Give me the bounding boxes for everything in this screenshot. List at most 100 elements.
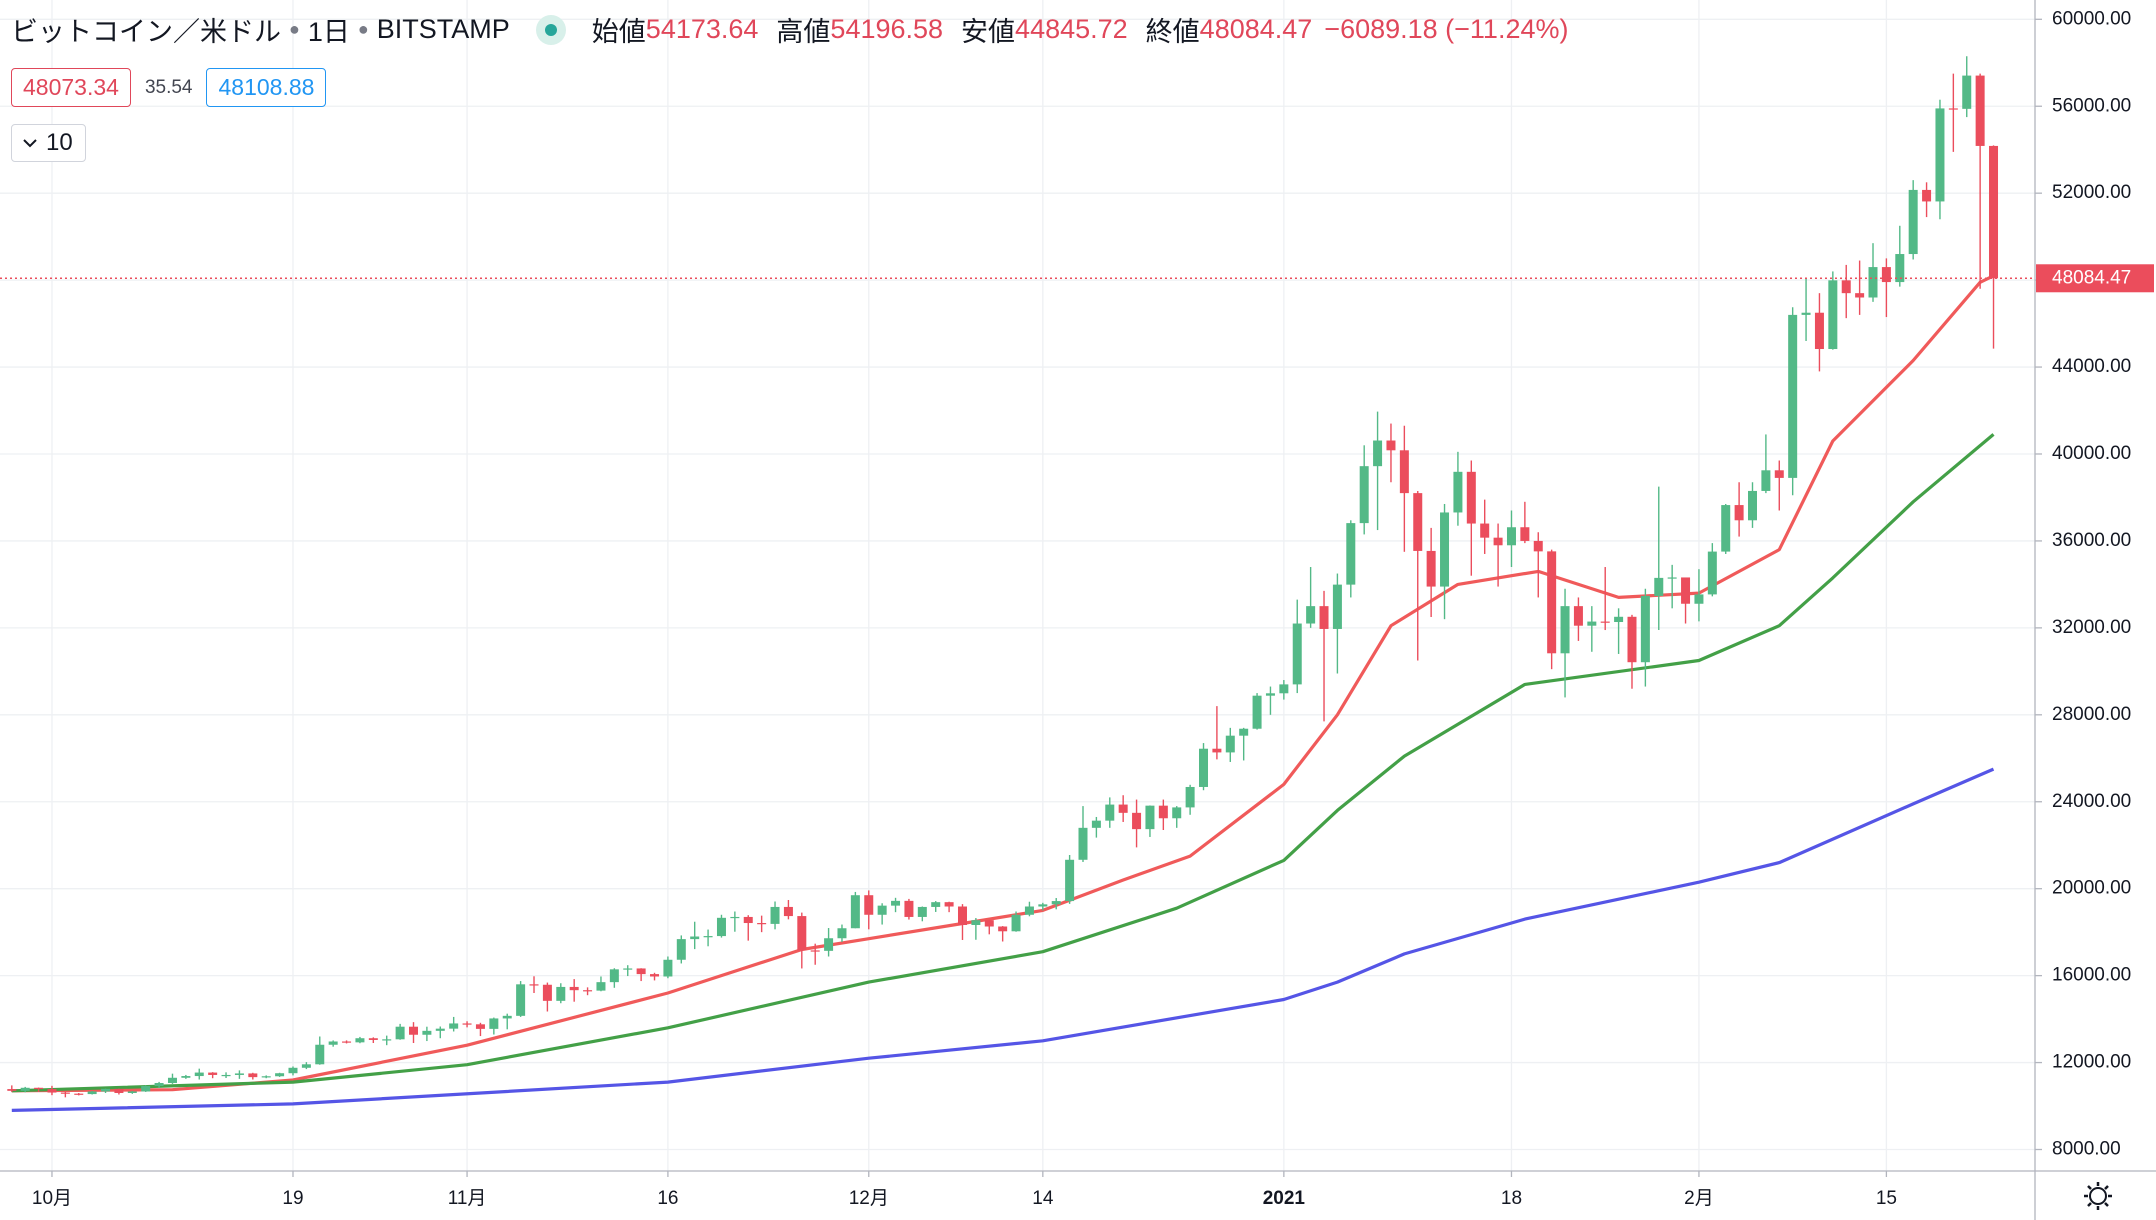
- candle-body: [87, 1091, 97, 1095]
- candle-body: [1332, 584, 1342, 629]
- candle-body: [342, 1041, 352, 1043]
- candle-body: [315, 1044, 325, 1065]
- candle-body: [194, 1072, 204, 1077]
- candle-body: [1855, 293, 1865, 298]
- candle-body: [248, 1073, 258, 1078]
- candle-body: [1279, 684, 1289, 694]
- candle-body: [1895, 254, 1905, 283]
- settings-icon[interactable]: [2084, 1182, 2112, 1210]
- candle-body: [181, 1076, 191, 1078]
- candle-body: [422, 1030, 432, 1035]
- x-tick-label: 12月: [849, 1188, 889, 1209]
- candle-body: [114, 1088, 124, 1093]
- candle-body: [1922, 189, 1932, 202]
- candle-body: [1948, 108, 1958, 110]
- candle-body: [1761, 470, 1771, 491]
- y-tick-label: 16000.00: [2052, 965, 2131, 986]
- symbol: ビットコイン／米ドル: [11, 17, 281, 47]
- exchange: BITSTAMP: [376, 14, 510, 44]
- x-tick-label: 14: [1032, 1188, 1054, 1209]
- candle-body: [1734, 505, 1744, 521]
- x-tick-label: 15: [1876, 1188, 1897, 1209]
- open-label: 始値: [591, 17, 646, 47]
- candle-body: [1600, 621, 1610, 623]
- candle-body: [1413, 493, 1423, 551]
- candle-body: [650, 974, 660, 977]
- price-label-bg: [2036, 264, 2154, 293]
- moving-average-line: [11, 274, 1995, 1093]
- gear-ring: [2089, 1187, 2107, 1205]
- candle-body: [569, 986, 579, 991]
- candle-body: [917, 906, 927, 917]
- chevron: [23, 139, 37, 148]
- candle-body: [1694, 594, 1704, 604]
- low-label: 安値: [961, 17, 1016, 47]
- candle-body: [703, 936, 713, 938]
- moving-average-line: [11, 767, 1995, 1112]
- indicator-value: 35.54: [144, 76, 193, 98]
- candle-body: [301, 1064, 311, 1068]
- candle-body: [743, 916, 753, 924]
- candle-body: [1239, 728, 1249, 736]
- moving-average-line: [11, 433, 1995, 1093]
- gear-teeth: [2084, 1182, 2112, 1210]
- x-tick-label: 18: [1501, 1188, 1522, 1209]
- period: 10: [46, 129, 73, 156]
- x-tick-label: 16: [657, 1188, 678, 1209]
- candle-body: [47, 1089, 57, 1093]
- candle-body: [1868, 267, 1878, 298]
- candle-body: [864, 895, 874, 915]
- candle-body: [1212, 748, 1222, 753]
- candle-body: [1118, 804, 1128, 813]
- candle-body: [261, 1076, 271, 1078]
- candle-body: [1480, 523, 1490, 538]
- market-status[interactable]: [535, 14, 566, 45]
- candle-body: [395, 1026, 405, 1040]
- low-value: 44845.72: [1015, 14, 1128, 44]
- candle-body: [1158, 805, 1168, 819]
- candle-body: [1065, 859, 1075, 902]
- candle-body: [542, 984, 552, 1001]
- x-tick-label: 2021: [1263, 1188, 1306, 1209]
- period-dropdown[interactable]: 10: [11, 124, 86, 162]
- y-tick-label: 8000.00: [2052, 1139, 2121, 1160]
- candle-body: [757, 923, 767, 925]
- candle-body: [1667, 577, 1677, 579]
- candle-body: [1962, 75, 1972, 109]
- candle-body: [101, 1088, 111, 1092]
- candle-body: [449, 1023, 459, 1029]
- candle-body: [1587, 621, 1597, 626]
- candle-body: [797, 916, 807, 951]
- candle-body: [931, 902, 941, 907]
- marks: [0, 56, 2035, 1112]
- candle-body: [984, 920, 994, 927]
- candle-body: [409, 1026, 418, 1035]
- y-tick-label: 32000.00: [2052, 617, 2131, 638]
- candle-body: [1520, 527, 1530, 541]
- candle-body: [837, 928, 847, 939]
- y-tick-label: 40000.00: [2052, 443, 2131, 464]
- candle-body: [556, 986, 566, 1001]
- candle-body: [596, 982, 606, 991]
- candle-body: [957, 906, 967, 925]
- candle-body: [1814, 312, 1824, 350]
- candle-body: [609, 969, 619, 983]
- y-tick-label: 24000.00: [2052, 791, 2131, 812]
- candle-body: [1466, 471, 1476, 524]
- candle-body: [1841, 280, 1851, 294]
- candle-body: [154, 1082, 164, 1087]
- candle-body: [1547, 551, 1557, 654]
- candle-body: [1935, 108, 1945, 202]
- candle-body: [1373, 440, 1383, 467]
- indicator-value: 48108.88: [206, 68, 327, 107]
- status-dot: [544, 23, 557, 36]
- candle-body: [355, 1038, 365, 1043]
- y-tick-label: 28000.00: [2052, 704, 2131, 725]
- candle-body: [1319, 606, 1329, 629]
- candle-body: [328, 1041, 338, 1045]
- candle-body: [636, 968, 646, 975]
- y-tick-label: 44000.00: [2052, 356, 2131, 377]
